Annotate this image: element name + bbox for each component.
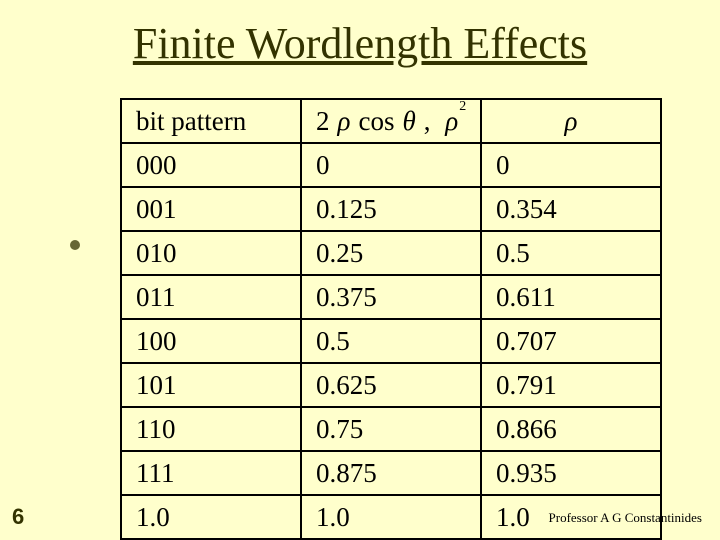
cell: 0.707 xyxy=(481,319,661,363)
cell: 0.866 xyxy=(481,407,661,451)
cell: 0.875 xyxy=(301,451,481,495)
table-row: 011 0.375 0.611 xyxy=(121,275,661,319)
cell: 0.5 xyxy=(481,231,661,275)
cell: 100 xyxy=(121,319,301,363)
cell: 1.0 xyxy=(121,495,301,539)
cell: 010 xyxy=(121,231,301,275)
slide-title: Finite Wordlength Effects xyxy=(0,18,720,69)
table-row: 111 0.875 0.935 xyxy=(121,451,661,495)
cell: 001 xyxy=(121,187,301,231)
table-row: 101 0.625 0.791 xyxy=(121,363,661,407)
table-row: 001 0.125 0.354 xyxy=(121,187,661,231)
col-header-bitpattern: bit pattern xyxy=(121,99,301,143)
cell: 0.791 xyxy=(481,363,661,407)
col-header-formula1: 2ρcosθ, ρ2 xyxy=(301,99,481,143)
cell: 0.935 xyxy=(481,451,661,495)
data-table: bit pattern 2ρcosθ, ρ2 ρ 000 0 0 001 0.1… xyxy=(120,98,662,540)
cell: 011 xyxy=(121,275,301,319)
bullet-dot xyxy=(70,240,80,250)
footer-author: Professor A G Constantinides xyxy=(549,510,702,526)
slide-number: 6 xyxy=(12,504,24,530)
cell: 0 xyxy=(481,143,661,187)
cell: 0.375 xyxy=(301,275,481,319)
cell: 110 xyxy=(121,407,301,451)
table-row: 110 0.75 0.866 xyxy=(121,407,661,451)
table-row: 000 0 0 xyxy=(121,143,661,187)
cell: 0.625 xyxy=(301,363,481,407)
cell: 0.125 xyxy=(301,187,481,231)
cell: 111 xyxy=(121,451,301,495)
cell: 0.5 xyxy=(301,319,481,363)
cell: 0.75 xyxy=(301,407,481,451)
cell: 101 xyxy=(121,363,301,407)
table-row: 010 0.25 0.5 xyxy=(121,231,661,275)
cell: 0.354 xyxy=(481,187,661,231)
col-header-rho: ρ xyxy=(481,99,661,143)
cell: 0 xyxy=(301,143,481,187)
cell: 1.0 xyxy=(301,495,481,539)
cell: 0.611 xyxy=(481,275,661,319)
table-header-row: bit pattern 2ρcosθ, ρ2 ρ xyxy=(121,99,661,143)
cell: 0.25 xyxy=(301,231,481,275)
cell: 000 xyxy=(121,143,301,187)
table-row: 100 0.5 0.707 xyxy=(121,319,661,363)
